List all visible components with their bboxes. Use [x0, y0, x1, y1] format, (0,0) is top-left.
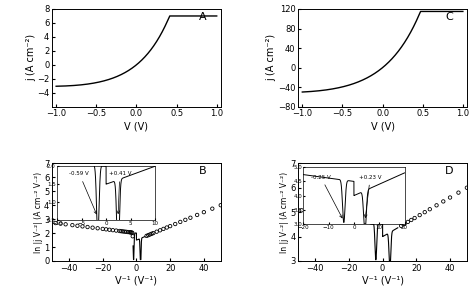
Point	[102, 227, 110, 232]
Point	[148, 231, 155, 236]
Point	[187, 215, 194, 220]
Point	[360, 219, 368, 224]
Point	[128, 230, 136, 235]
Point	[369, 220, 376, 225]
Point	[109, 228, 117, 232]
Point	[217, 203, 225, 208]
Point	[433, 203, 440, 208]
Point	[129, 234, 137, 239]
Point	[200, 210, 208, 214]
X-axis label: V (V): V (V)	[125, 121, 148, 131]
Point	[79, 224, 86, 229]
Point	[463, 185, 471, 190]
Point	[143, 233, 150, 238]
Point	[124, 230, 132, 234]
Point	[315, 211, 322, 216]
Point	[397, 224, 405, 228]
Point	[121, 229, 128, 234]
Point	[367, 220, 374, 225]
Point	[193, 213, 201, 218]
Point	[52, 220, 59, 225]
Point	[127, 230, 134, 235]
Point	[411, 216, 419, 220]
Point	[401, 221, 408, 226]
X-axis label: V (V): V (V)	[371, 121, 394, 131]
Point	[106, 227, 113, 232]
Text: C: C	[445, 12, 453, 22]
Point	[126, 230, 134, 235]
Point	[172, 222, 179, 226]
Point	[69, 223, 76, 227]
Point	[163, 225, 171, 230]
Point	[94, 226, 101, 231]
Point	[123, 230, 130, 234]
Point	[57, 221, 64, 226]
Point	[182, 218, 189, 222]
Text: B: B	[199, 166, 207, 176]
Y-axis label: j (A cm⁻²): j (A cm⁻²)	[266, 34, 276, 81]
Y-axis label: ln |j V⁻²| (A cm⁻² V⁻²): ln |j V⁻²| (A cm⁻² V⁻²)	[34, 172, 43, 253]
Y-axis label: ln |j V⁻²| (A cm⁻² V⁻²): ln |j V⁻²| (A cm⁻² V⁻²)	[280, 172, 289, 253]
Point	[364, 219, 371, 224]
Point	[84, 225, 91, 230]
Point	[73, 224, 81, 228]
Point	[89, 225, 96, 230]
Point	[116, 229, 123, 233]
Point	[323, 212, 331, 217]
Point	[357, 218, 365, 223]
Point	[112, 228, 120, 233]
Point	[146, 232, 154, 237]
Point	[176, 220, 184, 224]
Point	[62, 222, 69, 227]
Point	[446, 195, 454, 200]
X-axis label: V⁻¹ (V⁻¹): V⁻¹ (V⁻¹)	[362, 276, 403, 286]
Point	[332, 214, 339, 219]
Point	[153, 229, 161, 234]
Point	[306, 209, 314, 214]
Point	[426, 207, 434, 212]
Point	[416, 213, 423, 218]
Point	[342, 215, 349, 220]
Point	[337, 214, 344, 219]
Point	[166, 224, 174, 229]
Point	[404, 220, 412, 224]
Y-axis label: j (A cm⁻²): j (A cm⁻²)	[26, 34, 36, 81]
Point	[128, 230, 135, 235]
Point	[455, 190, 462, 195]
Point	[347, 216, 355, 221]
Text: D: D	[445, 166, 454, 176]
Point	[352, 217, 359, 222]
Point	[421, 210, 428, 214]
Point	[298, 208, 305, 213]
Point	[145, 233, 152, 238]
Point	[439, 199, 447, 204]
Point	[118, 229, 125, 234]
Point	[209, 206, 216, 211]
X-axis label: V⁻¹ (V⁻¹): V⁻¹ (V⁻¹)	[116, 276, 157, 286]
Point	[156, 228, 164, 233]
Point	[149, 231, 157, 236]
Text: A: A	[199, 12, 207, 22]
Point	[99, 226, 107, 231]
Point	[119, 229, 127, 234]
Point	[408, 218, 415, 222]
Point	[160, 226, 167, 231]
